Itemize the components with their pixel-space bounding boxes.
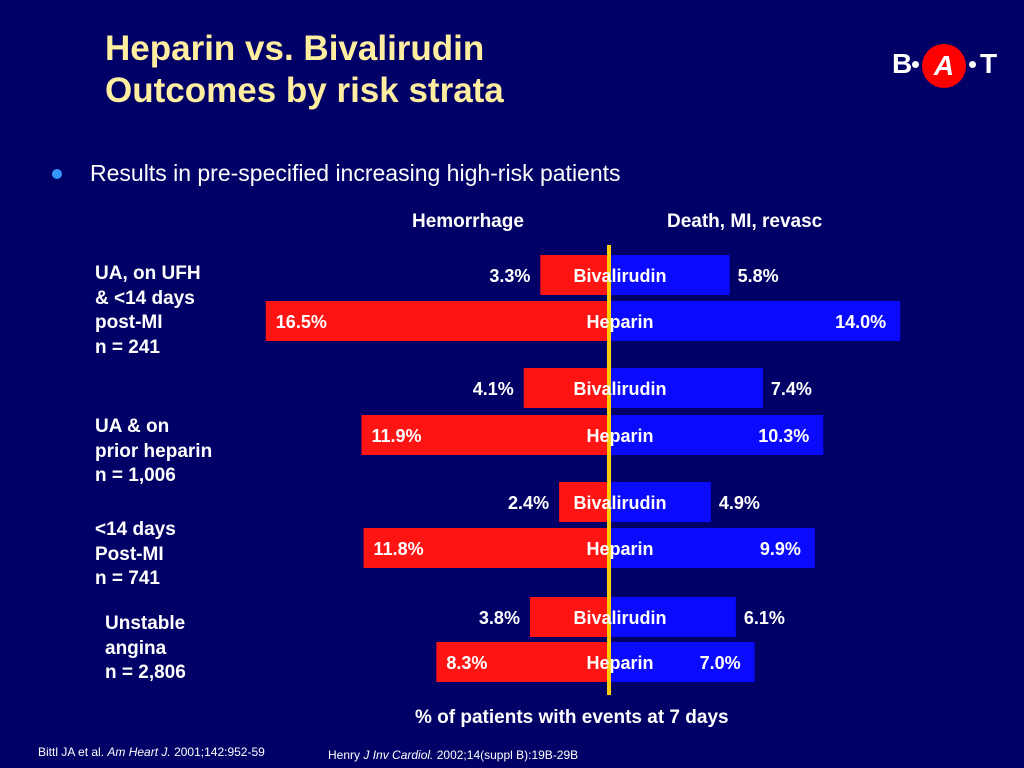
drug-label: Heparin xyxy=(586,426,653,446)
reference-author: Henry xyxy=(328,748,361,762)
group-label-line: n = 741 xyxy=(95,568,160,589)
group-label-line: prior heparin xyxy=(95,440,213,462)
reference-bittl: Bittl JA et al. Am Heart J. 2001;142:952… xyxy=(38,745,265,759)
hemorrhage-value-label: 16.5% xyxy=(276,312,327,332)
bullet-icon xyxy=(52,169,62,179)
title-line-1: Heparin vs. Bivalirudin xyxy=(105,29,485,68)
group-label-ua-prior-heparin: UA & on prior heparin n = 1,006 xyxy=(95,415,212,489)
group-label-line: UA, on UFH xyxy=(95,263,201,284)
hemorrhage-value-label: 8.3% xyxy=(446,653,487,673)
hemorrhage-bar xyxy=(559,482,609,522)
group-label-post-mi: <14 days Post-MI n = 741 xyxy=(95,518,176,592)
death-mi-revasc-bar xyxy=(609,368,763,408)
hemorrhage-bar xyxy=(523,368,609,408)
group-label-line: n = 241 xyxy=(95,336,160,358)
group-label-ua-ufh: UA, on UFH & <14 days post-MI n = 241 xyxy=(95,262,201,360)
x-axis-label: % of patients with events at 7 days xyxy=(415,707,729,728)
death-mi-revasc-bar xyxy=(609,301,901,341)
death-value-label: 14.0% xyxy=(835,312,886,332)
reference-henry: Henry J Inv Cardiol. 2002;14(suppl B):19… xyxy=(328,748,578,762)
hemorrhage-value-label: 11.8% xyxy=(374,539,424,559)
death-value-label: 5.8% xyxy=(738,266,779,286)
hemorrhage-bar xyxy=(361,415,609,455)
death-value-label: 9.9% xyxy=(760,539,801,559)
death-mi-revasc-bar xyxy=(609,415,824,455)
title-line-2: Outcomes by risk strata xyxy=(105,71,504,110)
logo-dot-left xyxy=(912,61,919,68)
group-label-line: post-MI xyxy=(95,312,163,333)
death-mi-revasc-bar xyxy=(609,597,736,637)
center-axis-line xyxy=(607,245,611,695)
death-mi-revasc-bar xyxy=(609,482,711,522)
drug-label: Bivalirudin xyxy=(573,266,666,286)
logo-dot-right xyxy=(969,61,976,68)
drug-label: Heparin xyxy=(586,653,653,673)
drug-label: Heparin xyxy=(586,312,653,332)
death-mi-revasc-bar xyxy=(609,642,755,682)
bullet-text: Results in pre-specified increasing high… xyxy=(90,160,621,186)
reference-citation: 2002;14(suppl B):19B-29B xyxy=(436,748,579,762)
hemorrhage-value-label: 3.3% xyxy=(489,266,530,286)
column-header-death-mi-revasc: Death, MI, revasc xyxy=(667,211,823,232)
death-mi-revasc-bar xyxy=(609,255,730,295)
group-label-line: Unstable xyxy=(105,613,186,634)
death-value-label: 4.9% xyxy=(719,493,760,513)
hemorrhage-value-label: 4.1% xyxy=(473,379,514,399)
group-label-line: n = 2,806 xyxy=(105,662,186,683)
group-label-line: UA & on xyxy=(95,416,170,437)
hemorrhage-bar xyxy=(363,528,609,568)
group-label-line: & <14 days xyxy=(95,287,195,309)
bat-logo: B A T xyxy=(888,44,1004,88)
group-label-line: Post-MI xyxy=(95,543,164,565)
drug-label: Heparin xyxy=(586,539,653,559)
reference-journal: J Inv Cardiol. xyxy=(363,748,434,762)
reference-journal: Am Heart J. xyxy=(107,745,171,759)
reference-author: Bittl JA et al. xyxy=(38,745,105,759)
hemorrhage-value-label: 2.4% xyxy=(508,493,549,513)
logo-letter-b: B xyxy=(892,48,913,79)
hemorrhage-bar xyxy=(265,301,609,341)
logo-letter-t: T xyxy=(980,48,998,79)
death-value-label: 7.4% xyxy=(771,379,812,399)
death-value-label: 6.1% xyxy=(744,608,785,628)
reference-citation: 2001;142:952-59 xyxy=(174,745,265,759)
group-label-line: n = 1,006 xyxy=(95,465,176,486)
hemorrhage-bar xyxy=(436,642,609,682)
death-value-label: 7.0% xyxy=(700,653,741,673)
logo-letter-a: A xyxy=(933,50,955,81)
group-label-line: <14 days xyxy=(95,519,176,540)
death-mi-revasc-bar xyxy=(609,528,815,568)
column-header-hemorrhage: Hemorrhage xyxy=(412,211,524,232)
drug-label: Bivalirudin xyxy=(573,379,666,399)
hemorrhage-bar xyxy=(540,255,609,295)
logo-red-circle: A xyxy=(922,44,966,88)
page-title: Heparin vs. Bivalirudin Outcomes by risk… xyxy=(105,28,504,112)
hemorrhage-value-label: 11.9% xyxy=(371,426,421,446)
hemorrhage-bar xyxy=(529,597,609,637)
drug-label: Bivalirudin xyxy=(573,493,666,513)
drug-label: Bivalirudin xyxy=(573,608,666,628)
death-value-label: 10.3% xyxy=(758,426,809,446)
group-label-unstable-angina: Unstable angina n = 2,806 xyxy=(105,612,186,686)
group-label-line: angina xyxy=(105,637,167,659)
hemorrhage-value-label: 3.8% xyxy=(479,608,520,628)
